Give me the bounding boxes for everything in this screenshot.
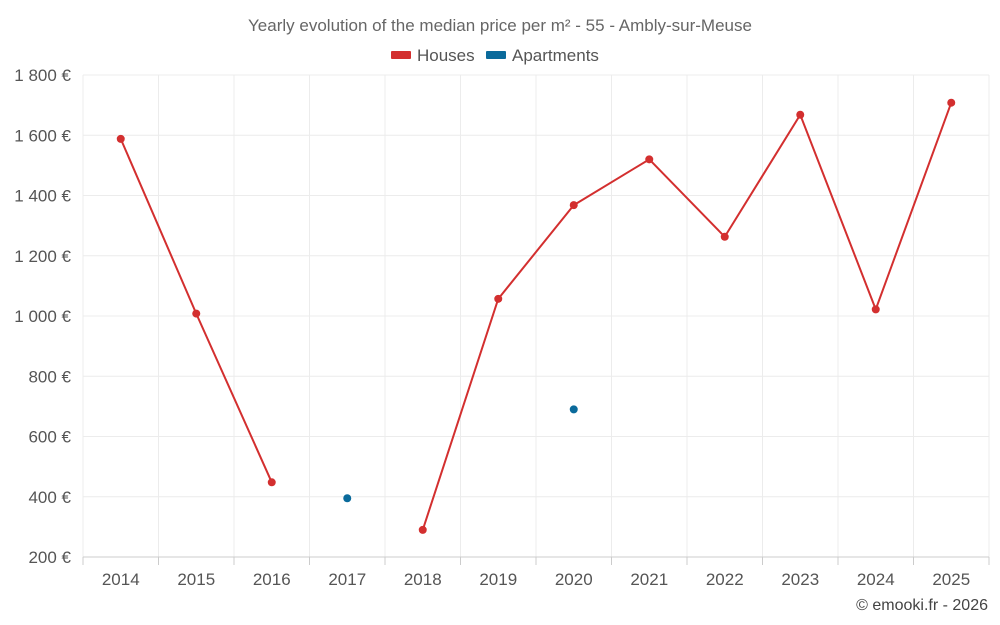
data-point-houses-2020[interactable] (569, 201, 578, 210)
legend-item-houses[interactable]: Houses (391, 46, 475, 65)
data-point-apartments-2020[interactable] (569, 405, 578, 414)
chart-title: Yearly evolution of the median price per… (248, 16, 752, 35)
x-tick-label: 2020 (555, 570, 593, 589)
data-point-houses-2015[interactable] (192, 309, 201, 318)
legend-item-apartments[interactable]: Apartments (486, 46, 599, 65)
y-tick-label: 400 € (28, 488, 71, 507)
x-tick-label: 2017 (328, 570, 366, 589)
grid (82, 74, 990, 558)
data-point-houses-2018[interactable] (418, 525, 427, 534)
y-axis: 200 € 400 € 600 € 800 € 1 000 € 1 200 € 1 400 … (14, 66, 71, 567)
legend-swatch-apartments (486, 51, 506, 59)
y-tick-label: 1 000 € (14, 307, 71, 326)
x-tick-label: 2021 (630, 570, 668, 589)
data-point-houses-2021[interactable] (645, 155, 654, 164)
data-point-houses-2024[interactable] (871, 305, 880, 314)
y-tick-label: 1 800 € (14, 66, 71, 85)
x-tick-label: 2022 (706, 570, 744, 589)
y-tick-label: 200 € (28, 548, 71, 567)
x-axis: 2014 2015 2016 2017 2018 2019 2020 2021 2022 2023… (82, 556, 990, 589)
y-tick-label: 600 € (28, 428, 71, 447)
series-line-houses (421, 102, 953, 531)
x-tick-label: 2023 (781, 570, 819, 589)
legend-label-apartments: Apartments (512, 46, 599, 65)
data-point-houses-2019[interactable] (494, 294, 503, 303)
data-point-houses-2025[interactable] (947, 98, 956, 107)
y-tick-label: 800 € (28, 367, 71, 386)
x-tick-label: 2025 (932, 570, 970, 589)
x-tick-label: 2015 (177, 570, 215, 589)
series-points (116, 98, 956, 534)
data-point-houses-2023[interactable] (796, 110, 805, 119)
y-tick-label: 1 600 € (14, 126, 71, 145)
x-tick-label: 2014 (102, 570, 140, 589)
data-point-houses-2014[interactable] (116, 134, 125, 143)
x-tick-label: 2024 (857, 570, 895, 589)
data-point-apartments-2017[interactable] (343, 494, 352, 503)
y-tick-label: 1 200 € (14, 247, 71, 266)
data-point-houses-2016[interactable] (267, 478, 276, 487)
legend: Houses Apartments (391, 46, 599, 65)
credit-text: © emooki.fr - 2026 (856, 597, 988, 614)
data-point-houses-2022[interactable] (720, 232, 729, 241)
x-tick-label: 2018 (404, 570, 442, 589)
y-tick-label: 1 400 € (14, 187, 71, 206)
legend-label-houses: Houses (417, 46, 475, 65)
x-tick-label: 2019 (479, 570, 517, 589)
x-tick-label: 2016 (253, 570, 291, 589)
legend-swatch-houses (391, 51, 411, 59)
